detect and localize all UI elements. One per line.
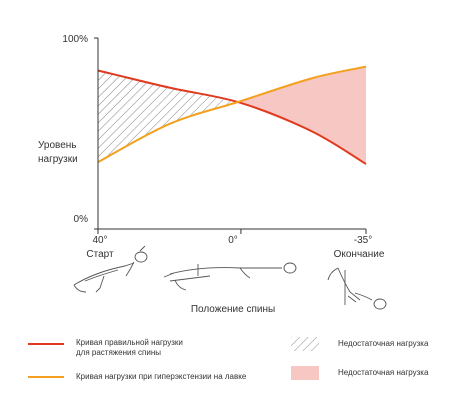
x-tick-label-zero: 0° xyxy=(228,235,238,246)
legend-swatch-pink xyxy=(291,366,319,380)
series-line-correct xyxy=(97,69,367,165)
legend-hatch-label: Недостаточная нагрузка xyxy=(338,339,429,348)
area-pink-insufficient xyxy=(237,66,366,165)
legend-swatch-correct xyxy=(28,343,64,345)
y-axis-label-line2: нагрузки xyxy=(38,154,78,165)
x-tick-label-start: 40° xyxy=(92,235,107,246)
legend-swatch-hatch xyxy=(291,337,319,351)
person-end-icon xyxy=(327,267,387,310)
legend-correct-label-line2: для растяжения спины xyxy=(76,348,161,357)
x-caption-end: Окончание xyxy=(334,249,385,260)
x-tick-label-end: -35° xyxy=(354,235,372,246)
person-start-icon xyxy=(73,245,148,293)
x-axis-label: Положение спины xyxy=(191,304,275,315)
y-tick-label-bottom: 0% xyxy=(74,214,89,225)
legend-swatch-bench xyxy=(28,376,64,378)
y-tick-label-top: 100% xyxy=(62,34,88,45)
x-caption-start: Старт xyxy=(86,249,114,260)
area-hatch-insufficient xyxy=(98,70,238,163)
legend-correct-label: Кривая правильной нагрузки для растяжени… xyxy=(76,338,183,358)
y-axis-label-line1: Уровень xyxy=(38,140,77,151)
series-line-bench xyxy=(97,65,367,164)
legend-pink-label: Недостаточная нагрузка xyxy=(338,368,429,377)
legend-correct-label-line1: Кривая правильной нагрузки xyxy=(76,338,183,347)
legend-bench-label: Кривая нагрузки при гиперэкстензии на ла… xyxy=(76,372,247,381)
person-neutral-icon xyxy=(163,262,297,291)
